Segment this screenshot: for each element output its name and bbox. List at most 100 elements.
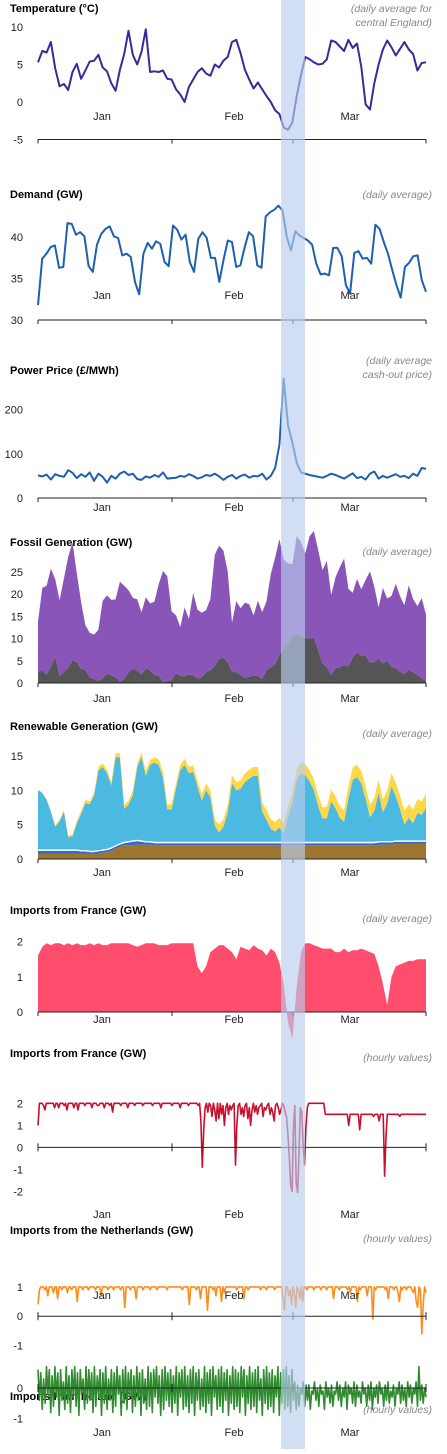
y-tick-label: 5 [17, 656, 23, 668]
y-tick-label: -5 [13, 135, 23, 147]
y-tick-label: -2 [13, 1186, 23, 1198]
month-label: Jan [93, 1290, 111, 1302]
panel-note: (daily average) [363, 728, 432, 740]
y-tick-label: 0 [17, 1311, 23, 1323]
area-series-0 [38, 943, 426, 1039]
y-tick-label: 0 [17, 854, 23, 866]
panel-note: (hourly values) [363, 1233, 432, 1245]
y-tick-label: 5 [17, 60, 23, 72]
y-tick-label: 1 [17, 1120, 23, 1132]
month-label: Mar [341, 502, 360, 514]
panel-note: (daily average) [363, 189, 432, 201]
month-label: Jan [93, 1014, 111, 1026]
panel-title: Temperature (°C) [10, 3, 99, 15]
month-label: Jan [93, 867, 111, 879]
y-tick-label: 30 [11, 315, 23, 327]
area-series-3 [38, 756, 426, 851]
chart-panel-5: Imports from France (GW) (daily average) 0… [10, 905, 432, 1039]
month-label: Jan [93, 111, 111, 123]
area-series-1 [38, 841, 426, 854]
chart-panel-4: Renewable Generation (GW) (daily average)… [10, 721, 432, 879]
panel-note: (hourly values) [363, 1404, 432, 1416]
area-series-4 [38, 752, 426, 837]
panel-note: (daily average [366, 355, 432, 367]
y-tick-label: 1 [17, 1282, 23, 1294]
panel-title: Imports from the Netherlands (GW) [10, 1225, 194, 1237]
month-label: Mar [341, 693, 360, 705]
area-series-2 [38, 839, 426, 853]
y-tick-label: 0 [17, 97, 23, 109]
y-tick-label: 200 [5, 405, 23, 417]
y-tick-label: 10 [11, 785, 23, 797]
line-series-0 [37, 1102, 426, 1194]
panel-title: Demand (GW) [10, 189, 83, 201]
y-tick-label: 15 [11, 751, 23, 763]
month-label: Feb [225, 867, 244, 879]
y-tick-label: -1 [13, 1164, 23, 1176]
month-label: Feb [225, 1014, 244, 1026]
chart-panel-3: Fossil Generation (GW) (daily average) 0 5 1… [10, 531, 432, 705]
month-label: Mar [341, 1427, 360, 1439]
y-tick-label: 20 [11, 589, 23, 601]
y-tick-label: 5 [17, 820, 23, 832]
month-label: Mar [341, 867, 360, 879]
panel-title: Fossil Generation (GW) [10, 537, 133, 549]
month-label: Mar [341, 1290, 360, 1302]
month-label: Feb [225, 693, 244, 705]
y-tick-label: 25 [11, 567, 23, 579]
line-series-0 [37, 377, 427, 484]
y-tick-label: 40 [11, 232, 23, 244]
month-label: Feb [225, 290, 244, 302]
panel-note: (daily average for [351, 3, 433, 15]
y-tick-label: 10 [11, 22, 23, 34]
panel-note: (daily average) [363, 913, 432, 925]
y-tick-label: 100 [5, 449, 23, 461]
line-series-0 [37, 1365, 427, 1417]
panel-title: Imports from France (GW) [10, 905, 147, 917]
month-label: Feb [225, 1427, 244, 1439]
panel-note: (daily average) [363, 546, 432, 558]
y-tick-label: 0 [17, 1383, 23, 1395]
month-label: Mar [341, 1209, 360, 1221]
y-tick-label: 15 [11, 611, 23, 623]
area-series-0 [38, 634, 426, 683]
y-tick-label: -1 [13, 1341, 23, 1353]
y-tick-label: 0 [17, 1142, 23, 1154]
month-label: Feb [225, 1290, 244, 1302]
panel-title: Renewable Generation (GW) [10, 721, 158, 733]
line-series-0 [37, 204, 427, 306]
month-label: Feb [225, 1209, 244, 1221]
month-label: Jan [93, 693, 111, 705]
panel-note: (hourly values) [363, 1052, 432, 1064]
chart-panel-6: Imports from France (GW) (hourly values) -… [10, 1048, 432, 1221]
month-label: Feb [225, 502, 244, 514]
month-label: Mar [341, 290, 360, 302]
panel-title: Imports from France (GW) [10, 1048, 147, 1060]
y-tick-label: 0 [17, 493, 23, 505]
panel-note: central England) [356, 17, 432, 29]
y-tick-label: 35 [11, 274, 23, 286]
area-series-0 [38, 843, 426, 859]
y-tick-label: 2 [17, 1098, 23, 1110]
line-series-0 [37, 1286, 427, 1335]
month-label: Jan [93, 290, 111, 302]
y-tick-label: 1 [17, 972, 23, 984]
panel-title: Power Price (£/MWh) [10, 365, 119, 377]
line-series-0 [37, 28, 427, 131]
y-tick-label: 0 [17, 1007, 23, 1019]
month-label: Jan [93, 1209, 111, 1221]
y-tick-label: 10 [11, 634, 23, 646]
month-label: Jan [93, 1427, 111, 1439]
chart-panel-7: Imports from the Netherlands (GW) (hourly… [10, 1225, 432, 1353]
month-label: Mar [341, 1014, 360, 1026]
y-tick-label: 0 [17, 678, 23, 690]
area-series-1 [38, 531, 426, 683]
chart-panel-1: Demand (GW) (daily average) 30 35 40 Jan Feb Ma… [10, 189, 432, 327]
chart-panel-0: Temperature (°C) (daily average for centra… [10, 3, 433, 147]
y-tick-label: 2 [17, 937, 23, 949]
month-label: Jan [93, 502, 111, 514]
month-label: Feb [225, 111, 244, 123]
month-label: Mar [341, 111, 360, 123]
